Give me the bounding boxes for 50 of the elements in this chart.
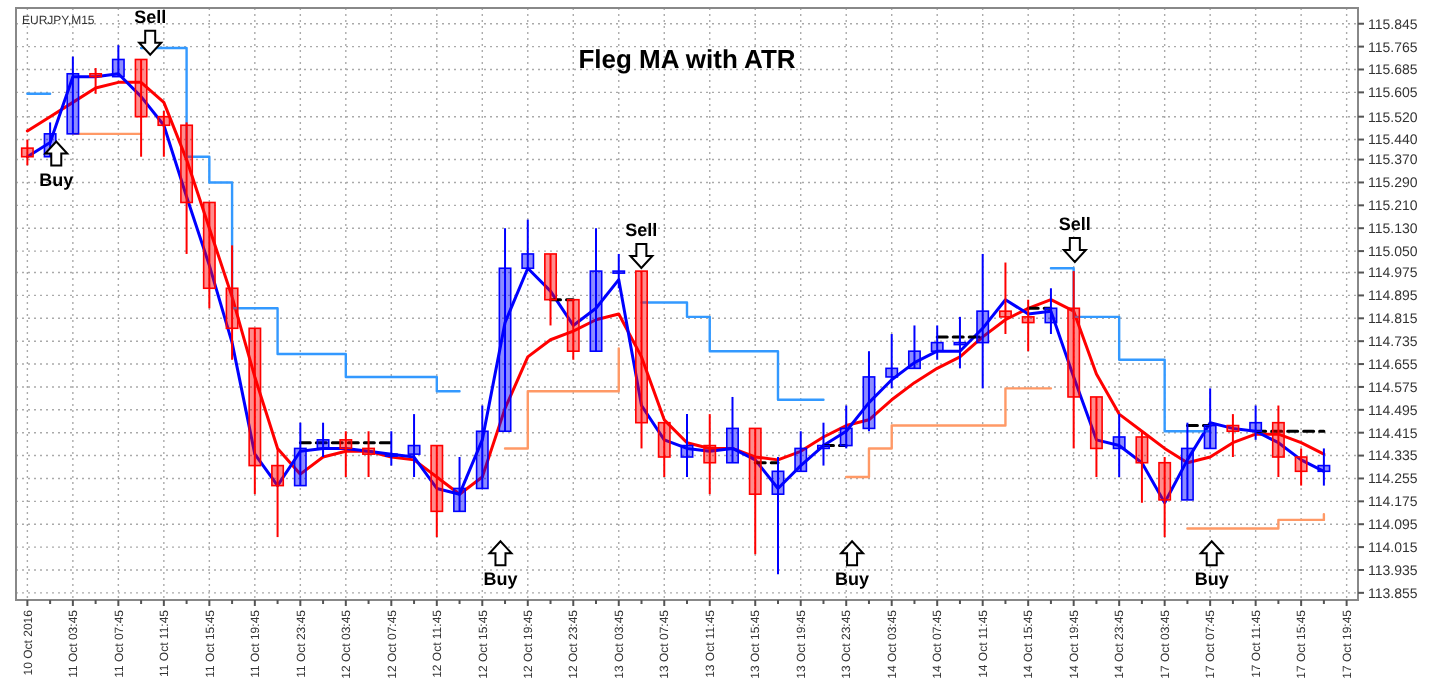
candlestick [1294, 447, 1308, 487]
candlestick [293, 421, 307, 487]
candlestick [930, 324, 944, 361]
candlestick [1249, 404, 1263, 441]
annotation: Buy [483, 569, 518, 590]
annotation: Buy [1194, 569, 1229, 590]
candlestick [1226, 413, 1240, 458]
candlestick [157, 109, 171, 158]
candlestick [202, 201, 216, 310]
candlestick [680, 413, 694, 479]
annotation: Buy [835, 569, 870, 590]
annotation: Sell [625, 219, 658, 240]
candlestick [998, 261, 1012, 336]
candlestick [657, 421, 671, 479]
candlestick [225, 244, 239, 361]
candlestick [384, 430, 398, 467]
candlestick [794, 430, 808, 473]
candlestick [316, 421, 330, 458]
candlestick [544, 252, 558, 327]
candlestick [816, 421, 830, 467]
candlestick [1203, 387, 1217, 450]
candlestick [498, 227, 512, 433]
candlestick [1271, 404, 1285, 479]
candlestick [862, 350, 876, 433]
candlestick [566, 298, 580, 361]
candlestick [20, 138, 34, 167]
candlestick [475, 404, 489, 490]
candlestick [907, 324, 921, 370]
text: Fleg MA with ATR [578, 44, 797, 74]
candlestick [612, 252, 626, 290]
candlestick [521, 218, 535, 273]
candlestick [726, 395, 739, 464]
candlestick [839, 404, 853, 450]
candlestick [885, 333, 899, 390]
candlestick [339, 430, 353, 479]
annotation: Buy [39, 169, 74, 190]
candlestick [1158, 456, 1172, 539]
candlestick [180, 121, 194, 255]
candlestick [635, 270, 648, 450]
candlestick [976, 252, 990, 390]
candlestick [407, 413, 421, 479]
candlestick [1044, 287, 1058, 336]
annotation: Sell [134, 6, 167, 27]
candlestick [1067, 270, 1081, 450]
candlestick [1112, 413, 1126, 479]
candlestick [362, 430, 376, 479]
annotation: Sell [1058, 214, 1091, 234]
candlestick [1021, 298, 1035, 353]
candlestick [1089, 395, 1103, 479]
candlestick [589, 227, 603, 353]
